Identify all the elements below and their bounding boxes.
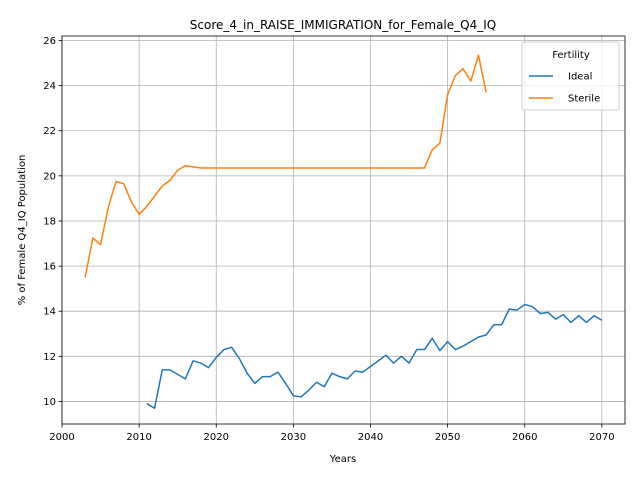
- chart-title: Score_4_in_RAISE_IMMIGRATION_for_Female_…: [190, 18, 496, 32]
- legend-title: Fertility: [552, 50, 590, 61]
- y-tick-label: 22: [43, 126, 56, 137]
- series-line-sterile: [84, 54, 487, 278]
- series-line-ideal: [146, 303, 603, 409]
- legend-box: [521, 41, 620, 111]
- y-tick-label: 20: [43, 171, 56, 182]
- x-tick-label: 2030: [281, 432, 306, 443]
- legend-entries: Ideal Sterile: [529, 72, 600, 105]
- series-lines: [84, 54, 603, 409]
- y-tick-label: 26: [43, 36, 56, 47]
- x-tick-label: 2050: [435, 432, 460, 443]
- x-tick-label: 2020: [204, 432, 229, 443]
- x-tick-label: 2010: [126, 432, 151, 443]
- legend: Fertility Ideal Sterile: [521, 41, 620, 111]
- x-tick-label: 2000: [49, 432, 74, 443]
- x-tick-label: 2070: [589, 432, 614, 443]
- y-axis-label: % of Female Q4_IQ Population: [17, 155, 28, 306]
- y-tick-label: 12: [43, 352, 56, 363]
- legend-label-ideal: Ideal: [568, 72, 592, 83]
- y-tick-label: 10: [43, 397, 56, 408]
- x-tick-label: 2060: [512, 432, 537, 443]
- x-axis-label: Years: [329, 454, 356, 465]
- y-tick-label: 24: [43, 81, 56, 92]
- y-axis-ticks: 10 12 14 16 18 20 22 24 26: [43, 36, 62, 408]
- y-tick-label: 18: [43, 216, 56, 227]
- x-axis-ticks: 2000 2010 2020 2030 2040 2050 2060 2070: [49, 424, 615, 443]
- x-tick-label: 2040: [358, 432, 383, 443]
- y-tick-label: 16: [43, 262, 56, 273]
- plot-frame: [61, 35, 626, 425]
- y-tick-label: 14: [43, 307, 56, 318]
- legend-label-sterile: Sterile: [568, 94, 600, 105]
